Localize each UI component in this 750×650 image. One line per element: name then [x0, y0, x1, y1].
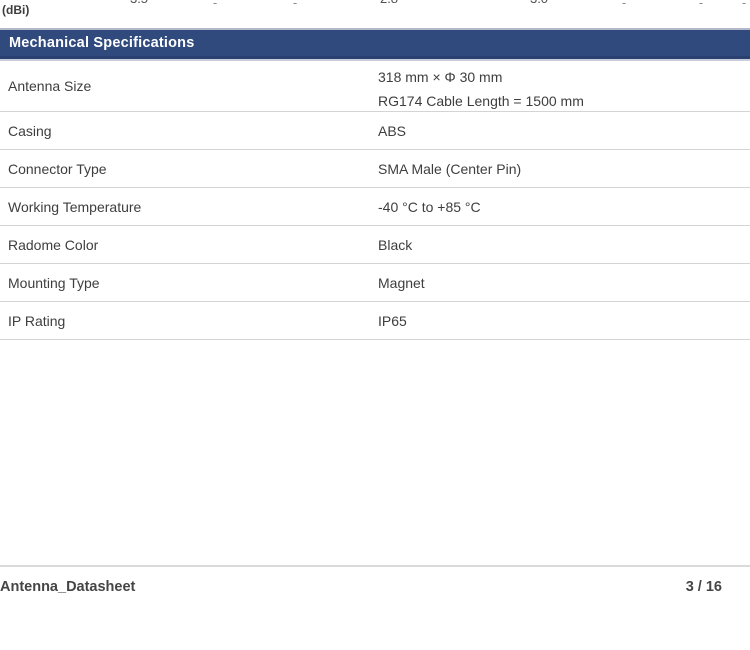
- mechanical-specs-table: Antenna Size 318 mm × Φ 30 mm RG174 Cabl…: [0, 61, 750, 340]
- spec-value-line: 318 mm × Φ 30 mm: [378, 69, 503, 85]
- table-row: IP Rating IP65: [0, 302, 750, 340]
- spec-value: Black: [378, 236, 413, 253]
- gain-value: 3.0: [530, 0, 548, 6]
- spec-label: Connector Type: [8, 160, 107, 177]
- clipped-gain-row: (dBi) 3.5 - - 2.8 3.0 - - -: [0, 0, 750, 18]
- gain-value: 2.8: [380, 0, 398, 6]
- gain-value: -: [621, 0, 627, 10]
- spec-label: IP Rating: [8, 312, 66, 329]
- spec-label: Mounting Type: [8, 274, 100, 291]
- header-under-border: [0, 59, 750, 61]
- spec-value: IP65: [378, 312, 407, 329]
- spec-label: Working Temperature: [8, 198, 142, 215]
- table-row: Radome Color Black: [0, 226, 750, 264]
- spec-label: Casing: [8, 122, 52, 139]
- footer-divider: [0, 565, 750, 567]
- page-footer: Antenna_Datasheet 3 / 16: [0, 579, 750, 595]
- header-bottom-border: [0, 56, 750, 59]
- gain-value: -: [292, 0, 298, 10]
- table-row: Working Temperature -40 °C to +85 °C: [0, 188, 750, 226]
- spec-value: SMA Male (Center Pin): [378, 160, 522, 177]
- section-title: Mechanical Specifications: [9, 35, 195, 51]
- page-number: 3 / 16: [685, 579, 722, 595]
- spec-value-line: RG174 Cable Length = 1500 mm: [378, 93, 584, 109]
- gain-unit-label: (dBi): [2, 3, 30, 17]
- section-header: Mechanical Specifications: [0, 28, 750, 61]
- spec-value: -40 °C to +85 °C: [378, 198, 481, 215]
- table-row: Casing ABS: [0, 112, 750, 150]
- document-name: Antenna_Datasheet: [0, 579, 136, 595]
- spec-label: Radome Color: [8, 236, 99, 253]
- table-row: Connector Type SMA Male (Center Pin): [0, 150, 750, 188]
- spec-value: ABS: [378, 122, 407, 139]
- table-row: Antenna Size 318 mm × Φ 30 mm RG174 Cabl…: [0, 61, 750, 112]
- spec-value: 318 mm × Φ 30 mm RG174 Cable Length = 15…: [378, 61, 750, 111]
- spec-label: Antenna Size: [8, 78, 92, 94]
- table-row: Mounting Type Magnet: [0, 264, 750, 302]
- gain-value: -: [212, 0, 218, 10]
- header-top-border: [0, 28, 750, 30]
- section-header-bar: Mechanical Specifications: [0, 30, 750, 56]
- gain-value: -: [698, 0, 704, 10]
- gain-value: -: [741, 0, 747, 10]
- gain-value: 3.5: [130, 0, 148, 6]
- spec-value: Magnet: [378, 274, 425, 291]
